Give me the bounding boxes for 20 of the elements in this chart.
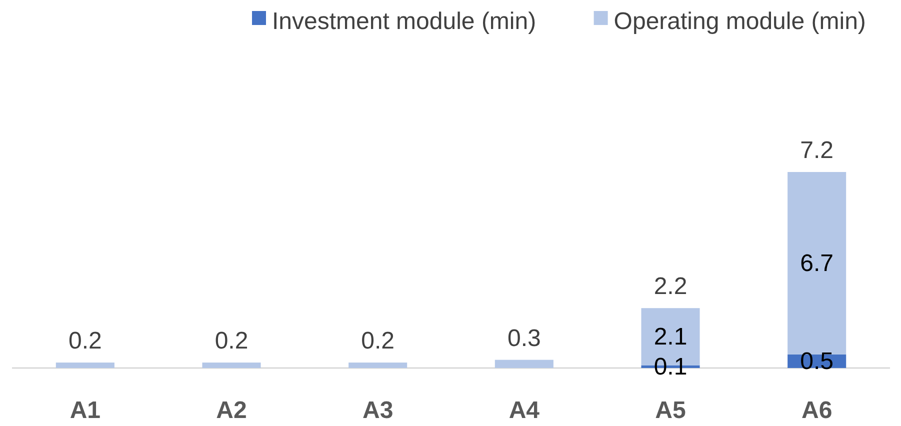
total-label: 0.2 xyxy=(361,328,395,355)
data-label: 6.7 xyxy=(800,250,834,278)
legend-label: Investment module (min) xyxy=(272,8,536,35)
data-label: 2.1 xyxy=(654,324,688,351)
total-label: 2.2 xyxy=(654,273,688,300)
bar xyxy=(56,362,114,368)
total-label: 0.2 xyxy=(68,328,102,355)
x-tick-label: A5 xyxy=(655,397,686,424)
x-tick-label: A4 xyxy=(508,397,540,424)
total-label: 0.3 xyxy=(507,324,541,352)
x-tick-label: A3 xyxy=(362,397,394,424)
x-tick-label: A2 xyxy=(216,397,247,424)
x-tick-label: A6 xyxy=(801,397,832,424)
total-label: 0.2 xyxy=(214,328,248,355)
legend-label: Operating module (min) xyxy=(614,8,866,35)
bar xyxy=(202,362,261,368)
bar xyxy=(348,362,408,368)
x-tick-label: A1 xyxy=(70,397,101,424)
bar xyxy=(494,360,554,368)
total-label: 7.2 xyxy=(800,137,834,164)
